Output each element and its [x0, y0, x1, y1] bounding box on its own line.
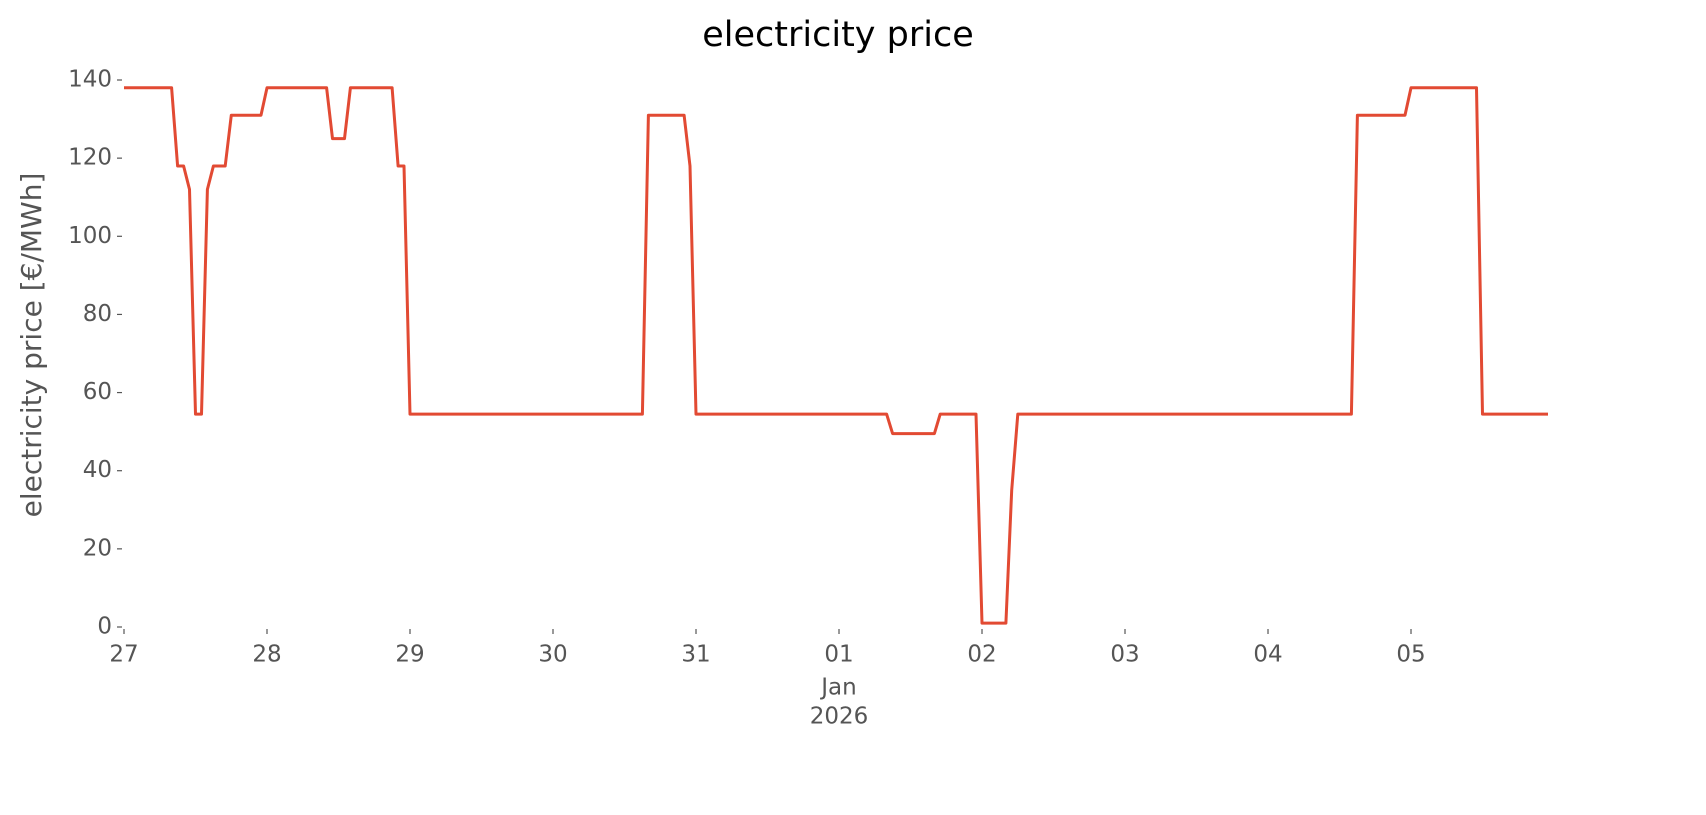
x-tick-label: 04 [1253, 642, 1282, 668]
price-line [124, 86, 1548, 625]
x-tick-label: 30 [538, 642, 567, 668]
x-tick-sublabel: Jan [819, 675, 856, 701]
x-tick-label: 28 [252, 642, 281, 668]
y-tick-label: 40 [83, 457, 112, 483]
y-tick-label: 60 [83, 379, 112, 405]
x-tick-label: 01 [824, 642, 853, 668]
x-tick-label: 31 [681, 642, 710, 668]
y-tick-label: 20 [83, 535, 112, 561]
x-tick-label: 03 [1110, 642, 1139, 668]
y-tick-label: 100 [68, 223, 112, 249]
x-tick-sublabel: 2026 [810, 704, 869, 730]
y-axis-label: electricity price [€/MWh] [15, 173, 48, 518]
x-tick-label: 05 [1396, 642, 1425, 668]
chart-title: electricity price [702, 15, 974, 55]
x-tick-label: 02 [967, 642, 996, 668]
y-tick-label: 80 [83, 301, 112, 327]
x-tick-label: 27 [109, 642, 138, 668]
y-tick-label: 0 [97, 614, 112, 640]
x-tick-label: 29 [395, 642, 424, 668]
y-tick-label: 140 [68, 67, 112, 93]
y-tick-label: 120 [68, 145, 112, 171]
